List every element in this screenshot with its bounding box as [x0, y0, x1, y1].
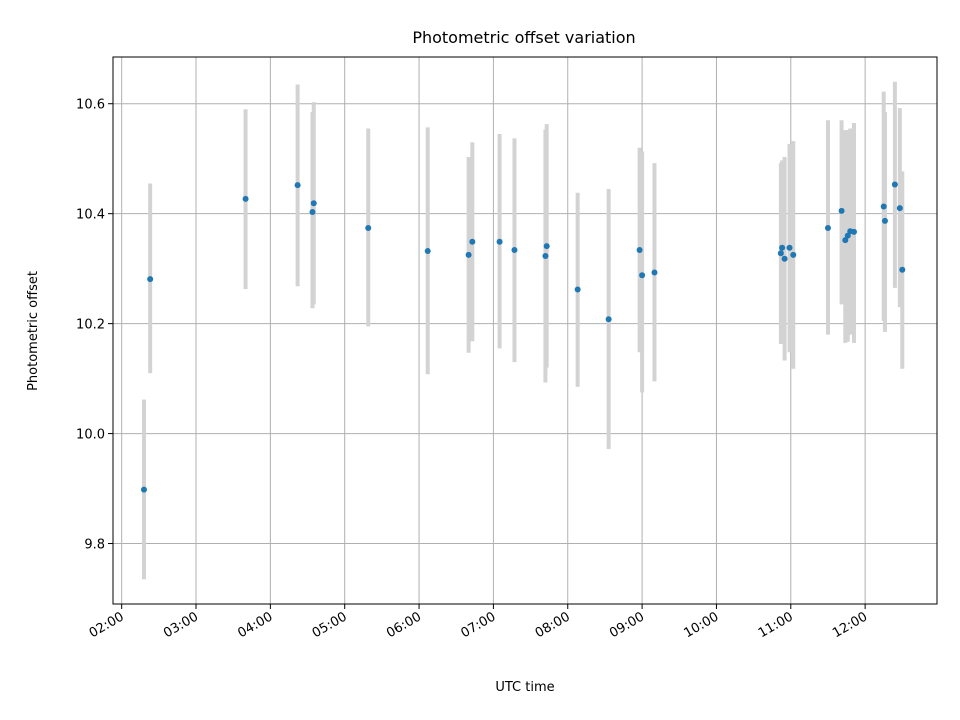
data-point: [651, 269, 658, 276]
data-point: [844, 232, 851, 239]
y-tick-label: 10.0: [76, 428, 105, 443]
data-point: [786, 244, 793, 251]
data-point: [899, 266, 906, 273]
data-point: [365, 224, 372, 231]
data-point: [896, 205, 903, 212]
data-point: [636, 246, 643, 253]
data-point: [639, 272, 646, 279]
chart-title: Photometric offset variation: [412, 28, 635, 47]
x-axis-ticks: 02:00 03:00 04:00 05:00 06:00 07:00 08:00 09:00…: [87, 604, 870, 641]
y-tick-label: 10.4: [76, 208, 105, 223]
x-tick-label: 12:00: [830, 609, 870, 641]
data-point: [781, 255, 788, 262]
data-point: [465, 251, 472, 258]
x-tick-label: 03:00: [161, 609, 201, 641]
data-point: [574, 286, 581, 293]
error-bar-layer: [141, 81, 905, 580]
data-point: [824, 224, 831, 231]
plot-frame: [112, 56, 938, 605]
data-point: [496, 238, 503, 245]
data-point: [779, 244, 786, 251]
data-point: [242, 195, 249, 202]
x-tick-label: 09:00: [607, 609, 647, 641]
x-tick-label: 07:00: [458, 609, 498, 641]
data-point-layer: [140, 181, 906, 493]
y-axis-label: Photometric offset: [26, 271, 41, 391]
data-point: [140, 486, 147, 493]
data-point: [469, 238, 476, 245]
data-point: [880, 203, 887, 210]
data-point: [605, 316, 612, 323]
x-tick-label: 06:00: [384, 609, 424, 641]
data-point: [543, 243, 550, 250]
y-tick-label: 10.2: [76, 318, 105, 333]
x-tick-label: 05:00: [310, 609, 350, 641]
x-tick-label: 04:00: [235, 609, 275, 641]
data-point: [842, 237, 849, 244]
x-tick-label: 11:00: [756, 609, 796, 641]
data-point: [777, 250, 784, 257]
grid-layer: [113, 57, 937, 604]
data-point: [850, 228, 857, 235]
x-tick-label: 08:00: [533, 609, 573, 641]
x-tick-label: 02:00: [87, 609, 127, 641]
data-point: [309, 209, 316, 216]
x-axis-label: UTC time: [495, 680, 554, 695]
x-tick-label: 10:00: [681, 609, 721, 641]
y-axis-ticks: 9.8 10.0 10.2 10.4 10.6: [76, 98, 113, 553]
y-tick-label: 9.8: [84, 538, 105, 553]
data-point: [881, 217, 888, 224]
data-point: [424, 248, 431, 255]
data-point: [542, 253, 549, 260]
data-point: [891, 181, 898, 188]
data-point: [147, 276, 154, 283]
y-tick-label: 10.6: [76, 98, 105, 113]
data-point: [511, 246, 518, 253]
data-point: [294, 182, 301, 189]
data-point: [310, 200, 317, 207]
data-point: [790, 251, 797, 258]
data-point: [838, 207, 845, 214]
